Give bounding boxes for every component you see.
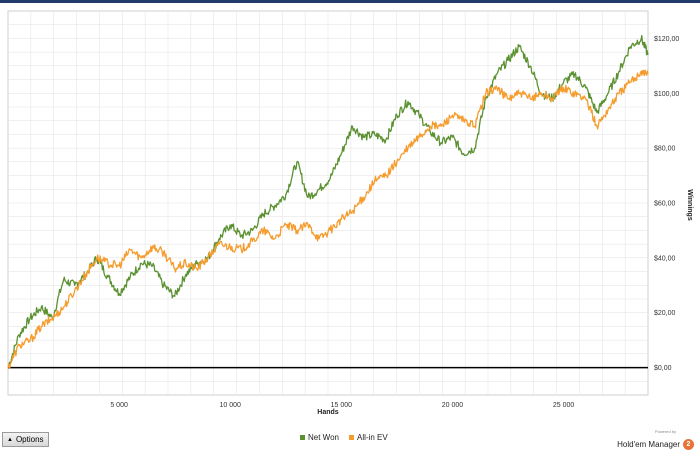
legend-label-net-won: Net Won — [308, 433, 339, 442]
brand-badge-icon: 2 — [683, 439, 694, 450]
options-button[interactable]: ▲ Options — [2, 432, 49, 447]
x-tick-label: 5 000 — [110, 402, 128, 409]
powered-by-text: Powered by — [654, 429, 676, 434]
legend-item-all-in-ev[interactable]: All-in EV — [348, 433, 388, 442]
legend-swatch-net-won — [300, 435, 305, 440]
series-line-net-won — [7, 34, 649, 368]
x-tick-label: 15 000 — [331, 402, 353, 409]
x-tick-label: 10 000 — [220, 402, 242, 409]
chart-footer: ▲ Options Net Won All-in EV Powered by H… — [0, 429, 700, 452]
chart-legend: Net Won All-in EV — [300, 433, 388, 442]
y-tick-label: $20,00 — [654, 310, 676, 317]
y-axis-label: Winnings — [686, 189, 693, 221]
x-axis-label: Hands — [317, 409, 339, 416]
series-layer — [7, 34, 649, 369]
y-tick-label: $40,00 — [654, 255, 676, 262]
legend-swatch-all-in-ev — [348, 435, 354, 440]
chart-grid — [7, 10, 649, 396]
y-tick-label: $60,00 — [654, 201, 676, 208]
legend-label-all-in-ev: All-in EV — [356, 433, 388, 442]
options-button-label: Options — [15, 435, 44, 444]
caret-up-icon: ▲ — [7, 436, 13, 443]
y-tick-label: $80,00 — [654, 146, 676, 153]
series-line-all-in-ev — [7, 69, 649, 369]
y-tick-labels: $0,00 $20,00 $40,00 $60,00 $80,00 $100,00 $120… — [654, 36, 679, 372]
y-tick-label: $100,00 — [654, 91, 679, 98]
window-top-bar — [0, 0, 700, 3]
brand-logo: Powered by Hold'em Manager 2 — [617, 429, 694, 452]
brand-name: Hold'em Manager — [617, 440, 680, 449]
x-tick-labels: 5 000 10 000 15 000 20 000 25 000 — [110, 402, 574, 409]
y-tick-label: $0,00 — [654, 365, 672, 372]
x-tick-label: 25 000 — [553, 402, 575, 409]
winnings-chart: 5 000 10 000 15 000 20 000 25 000 $0,00 $20,0… — [7, 10, 693, 416]
legend-item-net-won[interactable]: Net Won — [300, 433, 339, 442]
x-tick-label: 20 000 — [442, 402, 464, 409]
y-tick-label: $120,00 — [654, 36, 679, 43]
